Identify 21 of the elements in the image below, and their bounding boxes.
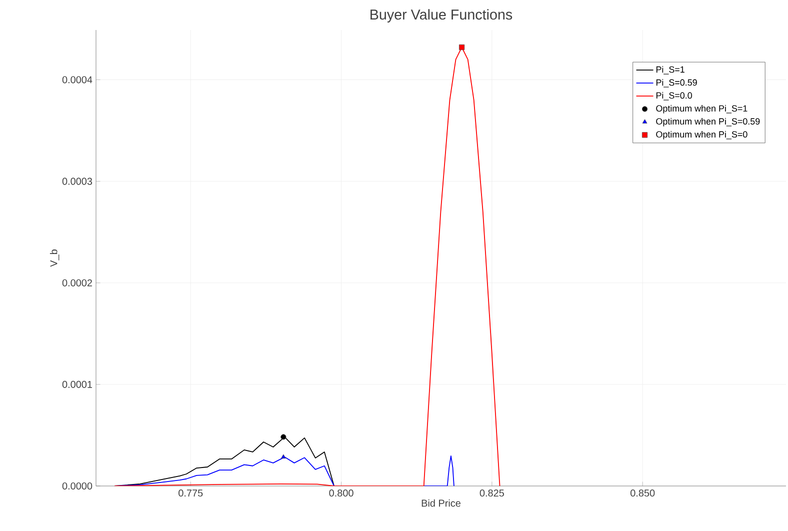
y-tick-label: 0.0002 — [62, 279, 92, 286]
x-tick-label: 0.825 — [480, 490, 504, 497]
legend-label: Pi_S=0.0 — [656, 92, 692, 100]
y-tick-label: 0.0000 — [62, 482, 92, 490]
x-tick-label: 0.850 — [630, 490, 655, 497]
legend-label: Optimum when Pi_S=1 — [656, 105, 748, 114]
x-tick-label: 0.800 — [329, 490, 354, 497]
x-tick-label: 0.775 — [178, 490, 203, 497]
y-tick-label: 0.0004 — [62, 76, 92, 84]
legend-label: Optimum when Pi_S=0 — [656, 130, 748, 140]
point — [280, 454, 286, 459]
legend-label: Pi_S=1 — [656, 66, 684, 74]
point — [459, 44, 465, 50]
x-axis-title: Bid Price — [422, 499, 460, 507]
chart-title: Buyer Value Functions — [370, 9, 512, 22]
y-tick-label: 0.0001 — [62, 380, 92, 388]
y-axis-title: V_b — [50, 250, 60, 267]
point — [280, 434, 286, 440]
y-tick-label: 0.0003 — [62, 178, 92, 185]
legend-label: Pi_S=0.59 — [656, 79, 697, 88]
legend-label: Optimum when Pi_S=0.59 — [656, 118, 760, 126]
